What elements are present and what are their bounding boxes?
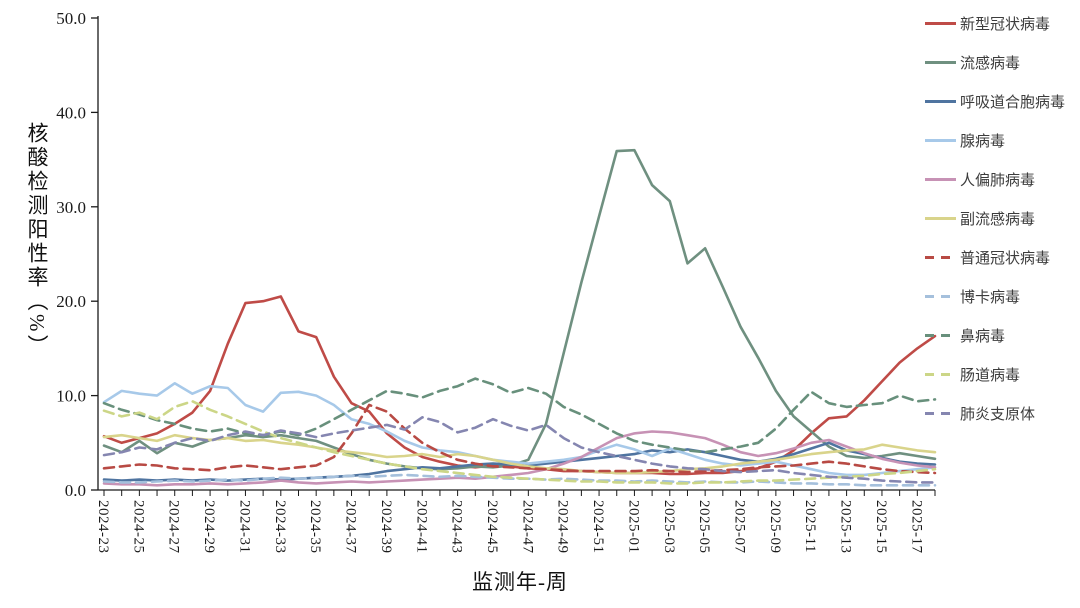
legend-label: 呼吸道合胞病毒	[960, 94, 1066, 111]
legend-swatch	[925, 333, 956, 337]
x-tick-label: 2024-29	[201, 500, 217, 554]
legend-label: 肺炎支原体	[960, 406, 1036, 423]
legend-swatch	[925, 255, 956, 259]
x-tick-label: 2024-43	[449, 500, 465, 554]
x-tick-label: 2024-37	[343, 500, 359, 554]
y-tick-label: 10.0	[56, 387, 86, 406]
legend-label: 腺病毒	[960, 133, 1006, 150]
legend-item: 鼻病毒	[925, 324, 1077, 346]
legend-label: 肠道病毒	[960, 367, 1021, 384]
legend-swatch	[925, 60, 956, 64]
series-line-1	[102, 148, 937, 471]
series-line-5	[102, 433, 937, 475]
series-line-6	[102, 403, 937, 475]
legend-swatch	[925, 411, 956, 415]
legend-swatch	[925, 138, 956, 142]
legend-item: 普通冠状病毒	[925, 246, 1077, 268]
legend-swatch	[925, 372, 956, 376]
x-tick-label: 2024-49	[555, 500, 571, 554]
x-tick-label: 2024-51	[590, 500, 606, 554]
legend-item: 博卡病毒	[925, 285, 1077, 307]
x-tick-label: 2025-17	[908, 500, 924, 554]
legend-item: 人偏肺病毒	[925, 168, 1077, 190]
legend-label: 普通冠状病毒	[960, 250, 1051, 267]
x-tick-label: 2024-33	[272, 500, 288, 554]
x-tick-label: 2024-25	[130, 500, 146, 554]
y-tick-label: 30.0	[56, 198, 86, 217]
legend-item: 新型冠状病毒	[925, 12, 1077, 34]
legend-label: 鼻病毒	[960, 328, 1006, 345]
legend-label: 副流感病毒	[960, 211, 1036, 228]
x-tick-label: 2024-27	[166, 500, 182, 554]
x-tick-label: 2025-13	[838, 500, 854, 554]
series-line-4	[102, 430, 937, 487]
x-tick-label: 2024-23	[95, 500, 111, 554]
series-line-9	[102, 399, 937, 485]
legend-label: 新型冠状病毒	[960, 16, 1051, 33]
y-axis-title: 核酸检测阳性率（%）	[25, 122, 49, 359]
y-tick-label: 0.0	[65, 481, 86, 500]
legend-item: 副流感病毒	[925, 207, 1077, 229]
legend-label: 人偏肺病毒	[960, 172, 1036, 189]
series-line-0	[102, 295, 937, 476]
y-tick-label: 40.0	[56, 103, 86, 122]
x-tick-label: 2025-01	[625, 500, 641, 554]
legend-item: 肺炎支原体	[925, 402, 1077, 424]
legend-swatch	[925, 21, 956, 25]
legend-swatch	[925, 216, 956, 220]
chart-canvas: 0.0 10.0 20.0 30.0 40.0 50.0 2024-23 2024-25 202…	[56, 9, 937, 554]
y-tick-label: 20.0	[56, 292, 86, 311]
x-axis-title: 监测年-周	[472, 570, 568, 594]
series-line-10	[102, 415, 937, 484]
x-tick-label: 2024-47	[519, 500, 535, 554]
legend-swatch	[925, 294, 956, 298]
x-tick-label: 2024-45	[484, 500, 500, 554]
x-tick-label: 2025-09	[767, 500, 783, 554]
x-tick-label: 2025-11	[802, 500, 818, 553]
legend-label: 流感病毒	[960, 55, 1021, 72]
legend-item: 流感病毒	[925, 51, 1077, 73]
x-tick-label: 2024-41	[413, 500, 429, 554]
x-tick-label: 2025-15	[873, 500, 889, 554]
legend: 新型冠状病毒 流感病毒呼吸道合胞病毒 腺病毒人偏肺病毒副流感病毒普通冠状病毒 博卡病毒…	[925, 12, 1077, 424]
legend-item: 呼吸道合胞病毒	[925, 90, 1077, 112]
legend-item: 腺病毒	[925, 129, 1077, 151]
x-tick-label: 2025-03	[661, 500, 677, 554]
x-tick-label: 2025-05	[696, 500, 712, 554]
x-tick-label: 2024-35	[307, 500, 323, 554]
x-tick-label: 2024-31	[236, 500, 252, 554]
legend-label: 博卡病毒	[960, 289, 1021, 306]
legend-swatch	[925, 99, 956, 103]
series-line-8	[102, 377, 937, 454]
legend-swatch	[925, 177, 956, 181]
x-tick-label: 2024-39	[378, 500, 394, 554]
y-tick-label: 50.0	[56, 9, 86, 28]
x-tick-label: 2025-07	[732, 500, 748, 554]
legend-item: 肠道病毒	[925, 363, 1077, 385]
